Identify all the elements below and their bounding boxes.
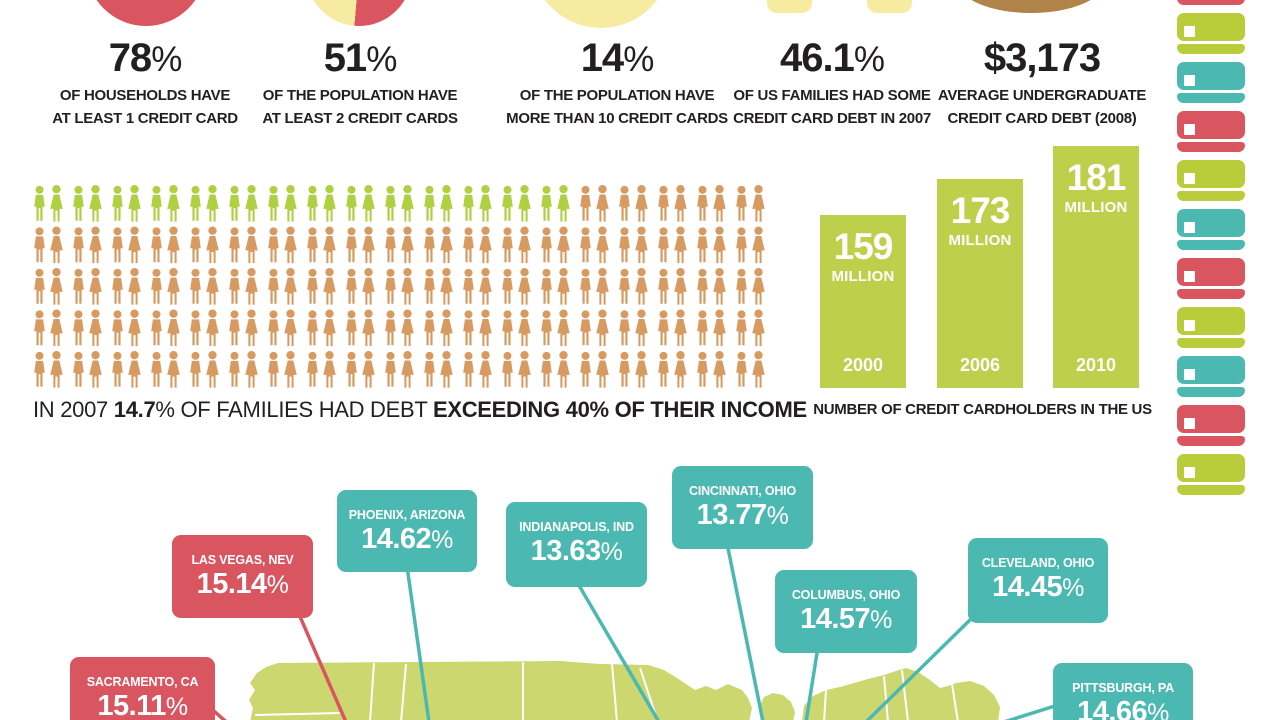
callout-rate: 14.62% bbox=[361, 523, 453, 555]
city-callout: CLEVELAND, OHIO 14.45% bbox=[968, 538, 1108, 623]
bar-year: 2000 bbox=[842, 355, 884, 375]
stat-label: OF HOUSEHOLDS HAVE AT LEAST 1 CREDIT CARD bbox=[52, 87, 238, 127]
state-border-line bbox=[883, 675, 889, 720]
us-map-region bbox=[802, 668, 1000, 720]
callout-city: PITTSBURGH, PA bbox=[1072, 681, 1174, 695]
callout-rate: 15.14% bbox=[196, 568, 289, 600]
bar-chart-title: NUMBER OF CREDIT CARDHOLDERS IN THE US bbox=[813, 401, 1152, 418]
bar-value: 173 bbox=[950, 190, 1011, 231]
city-callout: CINCINNATI, OHIO 13.77% bbox=[672, 466, 813, 549]
callout-city: CINCINNATI, OHIO bbox=[689, 484, 796, 498]
callout-leader-line bbox=[865, 614, 976, 720]
callout-leader-line bbox=[575, 581, 660, 720]
bar-unit: MILLION bbox=[831, 268, 895, 285]
bar-year: 2010 bbox=[1075, 355, 1117, 375]
callout-city: CLEVELAND, OHIO bbox=[981, 556, 1095, 570]
state-border-line bbox=[254, 712, 341, 716]
bar-value: 159 bbox=[833, 226, 894, 267]
callout-leader-line bbox=[405, 565, 431, 720]
state-border-line bbox=[611, 663, 618, 720]
callout-rate: 13.63% bbox=[530, 535, 623, 567]
bar-unit: MILLION bbox=[1064, 199, 1128, 216]
callout-leader-line bbox=[296, 611, 348, 720]
stat-group: 46.1% OF US FAMILIES HAD SOME CREDIT CARD… bbox=[717, 38, 947, 130]
stat-value: 78% bbox=[108, 36, 183, 80]
callout-city: COLUMBUS, OHIO bbox=[791, 588, 901, 602]
stat-label: OF THE POPULATION HAVE AT LEAST 2 CREDIT … bbox=[262, 87, 458, 127]
caption-segment: EXCEEDING 40% OF THEIR INCOME bbox=[432, 397, 807, 422]
stat-label: AVERAGE UNDERGRADUATE CREDIT CARD DEBT (2… bbox=[937, 87, 1147, 127]
bar-value: 181 bbox=[1066, 157, 1127, 198]
callout-rate: 14.45% bbox=[992, 571, 1084, 603]
cardholders-bar: 159 MILLION 2000 bbox=[820, 215, 906, 388]
credit-card-icon bbox=[1177, 356, 1245, 397]
credit-card-icon bbox=[1177, 405, 1245, 446]
stat-group: 14% OF THE POPULATION HAVE MORE THAN 10 C… bbox=[502, 38, 732, 130]
stat-value: 14% bbox=[580, 36, 655, 80]
state-border-line bbox=[823, 689, 827, 720]
family-debt-caption: IN 2007 14.7% OF FAMILIES HAD DEBT EXCEE… bbox=[33, 397, 807, 423]
cardholders-bar: 181 MILLION 2010 bbox=[1053, 146, 1139, 388]
bar-unit: MILLION bbox=[948, 232, 1012, 249]
city-callout: PHOENIX, ARIZONA 14.62% bbox=[337, 490, 477, 572]
city-callout: INDIANAPOLIS, IND 13.63% bbox=[506, 502, 647, 587]
cardholders-bar: 173 MILLION 2006 bbox=[937, 179, 1023, 388]
us-map-region bbox=[760, 693, 795, 720]
city-callout: PITTSBURGH, PA 14.66% bbox=[1053, 663, 1193, 720]
caption-segment: IN 2007 bbox=[33, 397, 114, 422]
credit-card-icon bbox=[1177, 160, 1245, 201]
callout-leader-line bbox=[1004, 703, 1059, 720]
credit-card-icon bbox=[1177, 307, 1245, 348]
callout-rate: 14.66% bbox=[1077, 696, 1169, 720]
credit-card-icon bbox=[1177, 13, 1245, 54]
bar-year: 2006 bbox=[959, 355, 1001, 375]
credit-card-icon bbox=[1177, 0, 1245, 5]
stat-group: 78% OF HOUSEHOLDS HAVE AT LEAST 1 CREDIT … bbox=[30, 38, 260, 130]
callout-leader-line bbox=[804, 646, 820, 720]
stat-label: OF THE POPULATION HAVE MORE THAN 10 CREDI… bbox=[506, 87, 728, 127]
state-border-line bbox=[901, 669, 909, 720]
callout-city: PHOENIX, ARIZONA bbox=[348, 508, 466, 522]
stat-group: 51% OF THE POPULATION HAVE AT LEAST 2 CRE… bbox=[245, 38, 475, 130]
city-callout: SACRAMENTO, CA 15.11% bbox=[70, 657, 215, 720]
bar-columns-icon bbox=[867, 0, 912, 13]
state-border-line bbox=[369, 662, 375, 720]
credit-card-icon bbox=[1177, 209, 1245, 250]
bar-columns-icon bbox=[767, 0, 812, 13]
callout-city: LAS VEGAS, NEV bbox=[191, 553, 294, 567]
callout-city: SACRAMENTO, CA bbox=[86, 675, 199, 689]
callout-leader-line bbox=[725, 542, 765, 720]
callout-rate: 14.57% bbox=[800, 603, 892, 635]
credit-card-icon bbox=[1177, 111, 1245, 152]
stat-label: OF US FAMILIES HAD SOME CREDIT CARD DEBT … bbox=[733, 87, 931, 127]
state-border-line bbox=[951, 683, 959, 720]
stat-value: 46.1% bbox=[780, 36, 885, 80]
caption-segment: % OF FAMILIES HAD DEBT bbox=[155, 397, 433, 422]
credit-card-icon bbox=[1177, 454, 1245, 495]
stat-value: $3,173 bbox=[983, 36, 1101, 80]
credit-card-icon bbox=[1177, 62, 1245, 103]
callout-rate: 13.77% bbox=[696, 499, 789, 531]
caption-segment: 14.7 bbox=[113, 397, 156, 422]
city-callout: COLUMBUS, OHIO 14.57% bbox=[775, 570, 917, 653]
credit-card-icon bbox=[1177, 258, 1245, 299]
stat-value: 51% bbox=[323, 36, 398, 80]
city-callout: LAS VEGAS, NEV 15.14% bbox=[172, 535, 313, 618]
us-map-region bbox=[249, 661, 752, 720]
callout-city: INDIANAPOLIS, IND bbox=[519, 520, 634, 534]
stat-group: $3,173 AVERAGE UNDERGRADUATE CREDIT CARD … bbox=[927, 38, 1157, 130]
callout-rate: 15.11% bbox=[97, 690, 188, 720]
state-border-line bbox=[400, 663, 407, 720]
